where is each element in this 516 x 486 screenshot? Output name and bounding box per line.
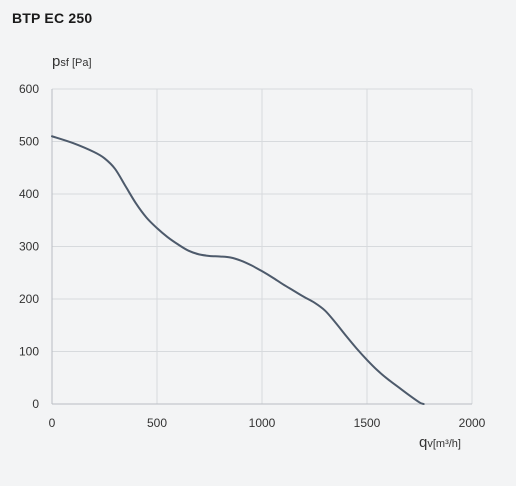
x-tick-label: 0: [49, 416, 56, 430]
y-axis-label: psf [Pa]: [52, 53, 92, 70]
y-tick-label: 300: [19, 240, 39, 254]
x-tick-label: 1000: [249, 416, 276, 430]
y-tick-label: 600: [19, 82, 39, 96]
x-axis-label-sub: v[m³/h]: [427, 438, 461, 450]
y-axis-label-sub: sf [Pa]: [60, 57, 91, 69]
axes: [51, 89, 472, 405]
tick-labels: 0 100 200 300 400 500 600 0 500 1000 1500 2000: [19, 82, 486, 430]
y-tick-label: 100: [19, 345, 39, 359]
grid: [52, 88, 473, 404]
x-tick-label: 2000: [459, 416, 486, 430]
y-tick-label: 400: [19, 187, 39, 201]
x-tick-label: 1500: [354, 416, 381, 430]
series-line: [51, 135, 425, 405]
series: [51, 135, 425, 405]
y-tick-label: 200: [19, 292, 39, 306]
chart-title: BTP EC 250: [12, 10, 93, 26]
y-axis-label-main: p: [52, 53, 60, 70]
x-tick-label: 500: [147, 416, 167, 430]
y-tick-label: 0: [32, 397, 39, 411]
y-tick-label: 500: [19, 135, 39, 149]
x-axis-label-main: q: [419, 434, 427, 451]
x-axis-label: qv[m³/h]: [419, 434, 461, 451]
